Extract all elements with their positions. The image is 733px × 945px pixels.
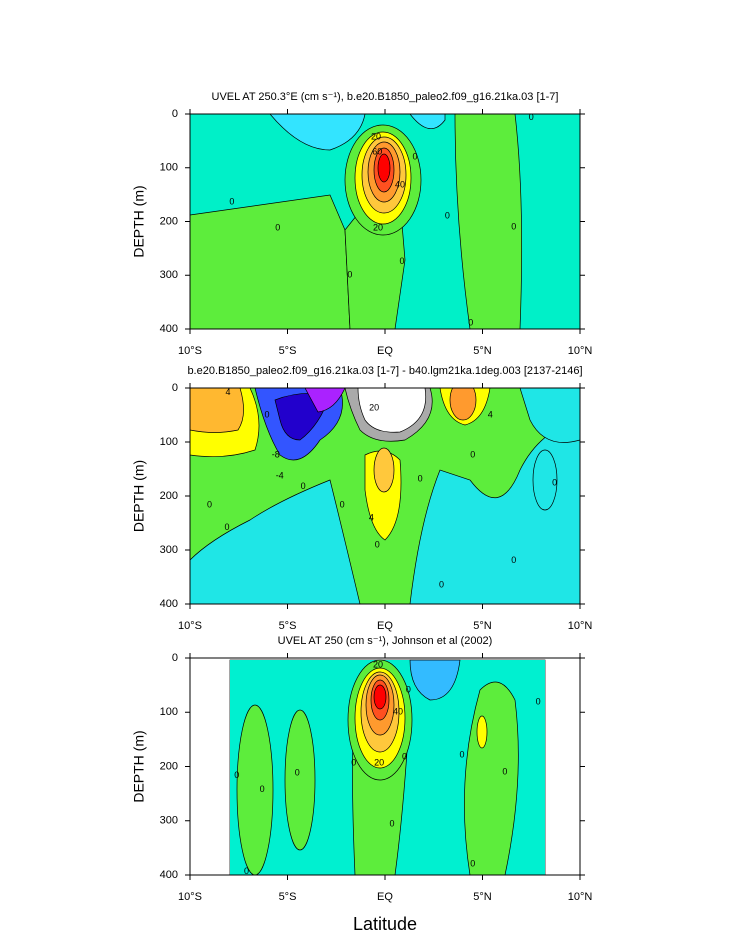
contour-label: 20 bbox=[369, 402, 379, 412]
y-tick-label: 400 bbox=[160, 323, 178, 335]
y-tick-label: 200 bbox=[160, 760, 178, 772]
contour-label: 0 bbox=[406, 684, 411, 694]
contour-label: 0 bbox=[229, 197, 234, 207]
contour-label: 0 bbox=[390, 818, 395, 828]
contour-label: 4 bbox=[488, 409, 493, 419]
y-tick-label: 300 bbox=[160, 544, 178, 556]
contour-label: 20 bbox=[374, 758, 384, 768]
contour-label: 0 bbox=[225, 522, 230, 532]
contour-label: 0 bbox=[275, 222, 280, 232]
contour-label: 0 bbox=[340, 500, 345, 510]
contour-label: 0 bbox=[399, 256, 404, 266]
contour-label: 0 bbox=[552, 477, 557, 487]
contour-field bbox=[229, 659, 546, 875]
contour-label: 40 bbox=[393, 707, 403, 717]
y-tick-label: 0 bbox=[172, 108, 178, 120]
contour-label: 0 bbox=[470, 449, 475, 459]
x-tick-label: EQ bbox=[377, 891, 393, 903]
contour-label: 0 bbox=[529, 112, 534, 122]
x-tick-label: 10°N bbox=[568, 891, 593, 903]
y-tick-label: 100 bbox=[160, 436, 178, 448]
contour-field bbox=[190, 114, 580, 329]
contour-label: 0 bbox=[536, 696, 541, 706]
contour-field bbox=[190, 388, 580, 604]
contour-label: -4 bbox=[276, 470, 284, 480]
contour-label: 20 bbox=[373, 222, 383, 232]
contour-label: 0 bbox=[445, 211, 450, 221]
contour-label: 0 bbox=[468, 317, 473, 327]
contour-label: 0 bbox=[413, 151, 418, 161]
x-tick-label: 5°N bbox=[473, 891, 492, 903]
contour-label: 20 bbox=[373, 659, 383, 669]
contour-label: 0 bbox=[351, 758, 356, 768]
x-tick-label: EQ bbox=[377, 620, 393, 632]
chart-title: b.e20.B1850_paleo2.f09_g16.21ka.03 [1-7]… bbox=[187, 365, 582, 377]
x-tick-label: 5°S bbox=[279, 891, 297, 903]
x-tick-label: 10°S bbox=[178, 345, 202, 357]
contour-label: 0 bbox=[460, 749, 465, 759]
contour-label: 0 bbox=[207, 500, 212, 510]
y-tick-label: 400 bbox=[160, 869, 178, 881]
contour-label: 4 bbox=[369, 513, 374, 523]
contour-label: 0 bbox=[260, 784, 265, 794]
y-tick-label: 400 bbox=[160, 598, 178, 610]
y-axis-label: DEPTH (m) bbox=[131, 185, 147, 257]
contour-label: 0 bbox=[295, 767, 300, 777]
y-tick-label: 300 bbox=[160, 269, 178, 281]
x-tick-label: 5°S bbox=[279, 620, 297, 632]
contour-label: 0 bbox=[439, 579, 444, 589]
contour-label: 0 bbox=[502, 766, 507, 776]
y-tick-label: 300 bbox=[160, 815, 178, 827]
contour-label: 0 bbox=[375, 540, 380, 550]
y-tick-label: 200 bbox=[160, 490, 178, 502]
chart-title: UVEL AT 250.3°E (cm s⁻¹), b.e20.B1850_pa… bbox=[212, 91, 559, 103]
contour-label: 60 bbox=[372, 147, 382, 157]
x-tick-label: 10°N bbox=[568, 345, 593, 357]
contour-label: 0 bbox=[511, 221, 516, 231]
contour-label: 0 bbox=[418, 474, 423, 484]
contour-label: 4 bbox=[226, 387, 231, 397]
contour-label: 0 bbox=[470, 859, 475, 869]
chart-title: UVEL AT 250 (cm s⁻¹), Johnson et al (200… bbox=[278, 635, 493, 647]
x-tick-label: 10°S bbox=[178, 891, 202, 903]
y-tick-label: 0 bbox=[172, 652, 178, 664]
x-tick-label: 5°N bbox=[473, 345, 492, 357]
x-tick-label: 5°N bbox=[473, 620, 492, 632]
contour-label: 0 bbox=[301, 481, 306, 491]
y-tick-label: 200 bbox=[160, 215, 178, 227]
y-tick-label: 100 bbox=[160, 706, 178, 718]
contour-label: -8 bbox=[272, 449, 280, 459]
y-tick-label: 100 bbox=[160, 162, 178, 174]
contour-label: 0 bbox=[347, 270, 352, 280]
x-tick-label: EQ bbox=[377, 345, 393, 357]
x-tick-label: 10°N bbox=[568, 620, 593, 632]
y-tick-label: 0 bbox=[172, 382, 178, 394]
contour-label: 0 bbox=[244, 866, 249, 876]
contour-label: 0 bbox=[265, 409, 270, 419]
x-tick-label: 10°S bbox=[178, 620, 202, 632]
x-axis-label: Latitude bbox=[353, 914, 417, 934]
contour-label: 40 bbox=[395, 179, 405, 189]
contour-label: 20 bbox=[371, 131, 381, 141]
x-tick-label: 5°S bbox=[279, 345, 297, 357]
contour-label: 0 bbox=[402, 752, 407, 762]
contour-label: 0 bbox=[234, 770, 239, 780]
y-axis-label: DEPTH (m) bbox=[131, 460, 147, 532]
y-axis-label: DEPTH (m) bbox=[131, 730, 147, 802]
contour-label: 0 bbox=[511, 555, 516, 565]
